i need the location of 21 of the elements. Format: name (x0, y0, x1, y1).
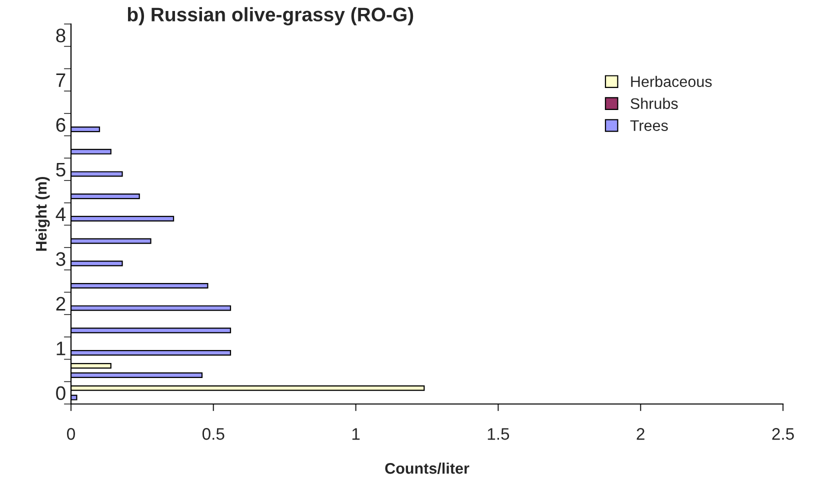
y-axis-title: Height (m) (35, 176, 50, 251)
y-tick-label: 0 (56, 386, 66, 400)
y-tick-label: 3 (56, 252, 66, 266)
x-tick-label: 2 (636, 428, 644, 440)
legend-label: Herbaceous (631, 76, 712, 88)
y-tick-label: 1 (56, 342, 66, 356)
x-tick-label: 1.5 (488, 428, 510, 440)
chart-title: b) Russian olive-grassy (RO-G) (128, 7, 414, 26)
y-tick-label: 4 (56, 208, 66, 222)
y-tick-label: 7 (56, 74, 66, 87)
legend-label: Shrubs (630, 98, 678, 110)
y-tick-label: 6 (56, 118, 66, 132)
y-tick-label: 5 (56, 162, 66, 177)
x-tick-label: 0.5 (202, 428, 224, 440)
legend-label: Trees (630, 120, 668, 131)
y-tick-label: 8 (56, 28, 66, 42)
y-tick-label: 2 (56, 296, 66, 310)
x-axis-title: Counts/liter (385, 462, 470, 474)
x-tick-label: 0 (67, 428, 75, 440)
x-tick-label: 2.5 (772, 428, 794, 440)
x-tick-label: 1 (352, 428, 360, 440)
